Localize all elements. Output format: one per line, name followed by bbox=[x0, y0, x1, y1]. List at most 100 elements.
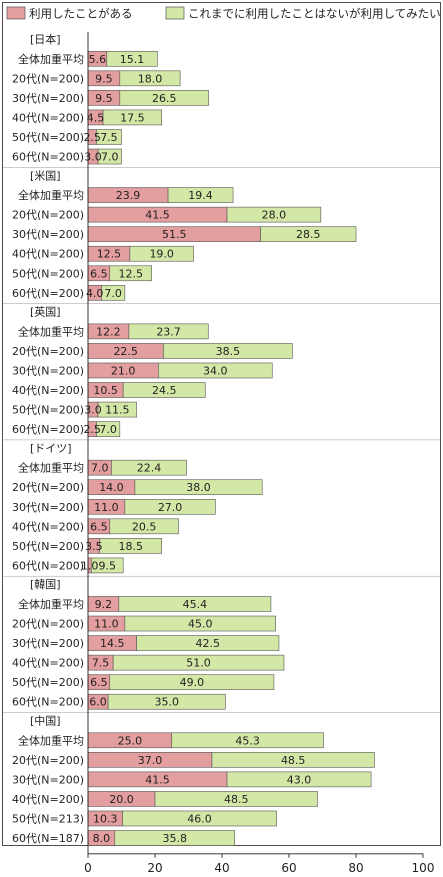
value-label-used: 20.0 bbox=[109, 793, 134, 806]
value-label-want: 48.5 bbox=[281, 754, 306, 767]
category-label: 50代(N=200) bbox=[12, 267, 84, 280]
category-label: 全体加重平均 bbox=[18, 597, 84, 611]
value-label-used: 9.5 bbox=[95, 92, 113, 105]
value-label-want: 11.5 bbox=[105, 404, 130, 417]
value-label-used: 14.0 bbox=[99, 481, 124, 494]
value-label-want: 7.0 bbox=[101, 151, 119, 164]
value-label-want: 20.5 bbox=[132, 520, 157, 533]
x-tick-label: 80 bbox=[348, 861, 363, 875]
value-label-used: 1.0 bbox=[81, 559, 99, 572]
group-title: [韓国] bbox=[30, 578, 61, 591]
value-label-want: 49.0 bbox=[180, 676, 205, 689]
value-label-want: 19.4 bbox=[188, 189, 213, 202]
category-label: 全体加重平均 bbox=[18, 52, 84, 66]
category-label: 30代(N=200) bbox=[12, 92, 84, 105]
group-title: [ドイツ] bbox=[30, 442, 72, 455]
value-label-want: 38.5 bbox=[216, 345, 241, 358]
value-label-used: 22.5 bbox=[113, 345, 138, 358]
value-label-want: 24.5 bbox=[152, 384, 177, 397]
value-label-used: 6.0 bbox=[89, 696, 107, 709]
value-label-want: 7.5 bbox=[100, 131, 118, 144]
category-label: 40代(N=200) bbox=[12, 111, 84, 124]
legend-swatch-1 bbox=[6, 6, 26, 20]
value-label-want: 28.5 bbox=[296, 228, 321, 241]
legend-swatch-2 bbox=[165, 6, 185, 20]
value-label-used: 6.5 bbox=[90, 676, 108, 689]
value-label-used: 4.5 bbox=[87, 111, 105, 124]
value-label-used: 25.0 bbox=[118, 734, 143, 747]
value-label-want: 18.5 bbox=[118, 540, 143, 553]
category-label: 50代(N=213) bbox=[12, 812, 84, 825]
bar-want bbox=[158, 362, 273, 379]
bar-want bbox=[114, 830, 236, 846]
group-title: [英国] bbox=[30, 305, 61, 319]
bar-want bbox=[109, 265, 152, 282]
value-label-want: 38.0 bbox=[186, 481, 211, 494]
value-label-used: 10.5 bbox=[93, 384, 118, 397]
bar-want bbox=[122, 810, 277, 827]
value-label-want: 45.3 bbox=[235, 734, 260, 747]
x-tick-label: 40 bbox=[214, 861, 229, 875]
bar-want bbox=[106, 50, 158, 67]
value-label-used: 3.5 bbox=[85, 540, 103, 553]
bar-want bbox=[167, 187, 234, 203]
value-label-want: 12.5 bbox=[118, 267, 143, 280]
category-label: 20代(N=200) bbox=[12, 209, 84, 222]
value-label-want: 45.4 bbox=[183, 598, 208, 611]
category-label: 40代(N=200) bbox=[12, 384, 84, 397]
category-label: 40代(N=200) bbox=[12, 793, 84, 806]
value-label-used: 2.5 bbox=[83, 131, 101, 144]
bar-want bbox=[124, 615, 276, 632]
category-label: 60代(N=200) bbox=[12, 696, 84, 709]
bar-want bbox=[154, 791, 318, 807]
group-title: [米国] bbox=[30, 169, 61, 182]
category-label: 60代(N=200) bbox=[12, 287, 84, 300]
bar-want bbox=[102, 109, 162, 126]
bar-want bbox=[97, 401, 137, 418]
value-label-want: 9.5 bbox=[99, 559, 117, 572]
value-label-used: 8.0 bbox=[93, 832, 111, 845]
category-label: 40代(N=200) bbox=[12, 657, 84, 670]
value-label-want: 51.0 bbox=[186, 657, 211, 670]
value-label-used: 11.0 bbox=[94, 501, 119, 514]
x-tick-label: 60 bbox=[281, 861, 296, 875]
category-label: 20代(N=200) bbox=[12, 72, 84, 85]
value-label-want: 35.0 bbox=[154, 696, 179, 709]
group-title: [日本] bbox=[30, 32, 61, 46]
legend-label-1: 利用したことがある bbox=[29, 7, 133, 21]
value-label-want: 35.8 bbox=[163, 832, 188, 845]
bar-want bbox=[109, 674, 275, 690]
bar-want bbox=[99, 538, 162, 554]
value-label-used: 51.5 bbox=[162, 228, 187, 241]
bar-want bbox=[107, 693, 226, 710]
category-label: 20代(N=200) bbox=[12, 754, 84, 767]
group-title: [中国] bbox=[30, 715, 61, 728]
bar-want bbox=[171, 732, 324, 749]
value-label-want: 46.0 bbox=[187, 812, 212, 825]
category-label: 30代(N=200) bbox=[12, 501, 84, 514]
bar-want bbox=[91, 557, 124, 574]
x-axis: 0 20 40 60 80 100(%) bbox=[84, 32, 434, 877]
category-label: 40代(N=200) bbox=[12, 520, 84, 533]
category-label: 全体加重平均 bbox=[18, 733, 84, 747]
bar-want bbox=[119, 90, 209, 106]
value-label-used: 41.5 bbox=[145, 773, 170, 786]
category-label: 30代(N=200) bbox=[12, 637, 84, 650]
value-label-want: 17.5 bbox=[120, 111, 145, 124]
category-label: 全体加重平均 bbox=[18, 188, 84, 202]
bar-want bbox=[112, 654, 285, 671]
value-label-want: 7.0 bbox=[104, 287, 122, 300]
x-tick-label: 20 bbox=[147, 861, 162, 875]
value-label-want: 28.0 bbox=[262, 209, 287, 222]
value-label-used: 6.5 bbox=[90, 267, 108, 280]
value-label-want: 43.0 bbox=[287, 773, 312, 786]
category-label: 20代(N=200) bbox=[12, 618, 84, 631]
value-label-want: 45.0 bbox=[188, 618, 213, 631]
plot-area: [日本] 全体加重平均 5.6 15.1 20代(N=200) 9.5 18.0 30代(N=… bbox=[2, 32, 441, 846]
bar-want bbox=[96, 421, 121, 437]
category-label: 全体加重平均 bbox=[18, 461, 84, 475]
value-label-used: 23.9 bbox=[116, 189, 141, 202]
bar-want bbox=[97, 148, 122, 165]
category-label: 60代(N=200) bbox=[12, 423, 84, 436]
